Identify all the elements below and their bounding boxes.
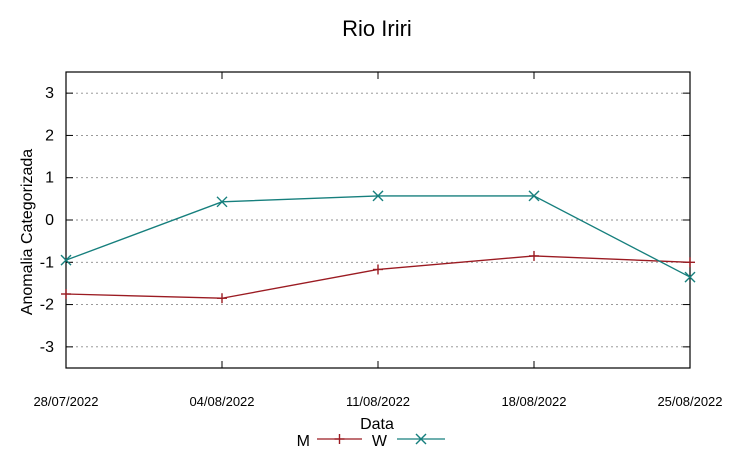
chart-title: Rio Iriri	[342, 16, 412, 41]
y-tick-label: 0	[45, 212, 54, 229]
x-tick-labels: 28/07/2022 04/08/2022 11/08/2022 18/08/2022…	[33, 394, 722, 409]
x-tick-label: 11/08/2022	[346, 394, 410, 409]
legend-label-w: W	[372, 433, 388, 450]
x-axis-label: Data	[360, 416, 394, 433]
legend-marker-w	[415, 433, 427, 445]
data-point-w	[528, 190, 540, 202]
legend: M W	[297, 433, 445, 450]
data-point-w-d2	[60, 254, 72, 266]
grid-lines	[66, 92, 690, 348]
x-tick-label: 04/08/2022	[189, 394, 254, 409]
data-point-w-d2	[528, 190, 540, 202]
data-point-w	[372, 190, 384, 202]
legend-label-m: M	[297, 433, 310, 450]
x-tick-label: 18/08/2022	[501, 394, 566, 409]
legend-marker-m	[334, 434, 345, 444]
y-tick-label: 2	[45, 127, 54, 144]
data-point-m	[529, 250, 539, 261]
data-point-m	[373, 264, 383, 275]
y-tick-label: -3	[40, 339, 54, 356]
legend-sample-w	[397, 433, 445, 445]
x-tick-label: 28/07/2022	[33, 394, 98, 409]
x-tick-label: 25/08/2022	[657, 394, 722, 409]
data-point-m	[217, 293, 227, 304]
data-point-w-d2	[372, 190, 384, 202]
data-point-w	[216, 196, 228, 208]
y-tick-label: -1	[40, 254, 54, 271]
y-tick-labels: 3 2 1 0 -1 -2 -3	[40, 85, 54, 356]
axis-ticks	[65, 72, 691, 368]
y-tick-label: 1	[45, 170, 54, 187]
data-series	[60, 190, 696, 304]
data-point-w-d2	[684, 271, 696, 283]
data-point-w-d2	[216, 196, 228, 208]
y-tick-label: 3	[45, 85, 54, 102]
y-tick-label: -2	[40, 297, 54, 314]
legend-marker-w-d2	[415, 433, 427, 445]
y-axis-label: Anomalia Categorizada	[19, 149, 36, 315]
data-point-m	[61, 289, 71, 299]
data-point-w	[60, 254, 72, 266]
data-point-w	[684, 271, 696, 283]
legend-sample-m	[317, 434, 362, 444]
data-point-m	[685, 257, 695, 268]
